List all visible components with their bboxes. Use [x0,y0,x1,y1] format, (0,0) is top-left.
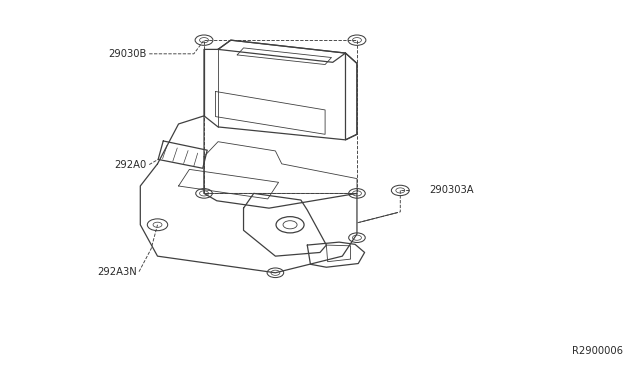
Text: R2900006: R2900006 [572,346,623,356]
Text: 292A0: 292A0 [115,160,147,170]
Text: 29030B: 29030B [108,49,147,59]
Text: 292A3N: 292A3N [97,267,137,277]
Text: 290303A: 290303A [429,185,474,195]
